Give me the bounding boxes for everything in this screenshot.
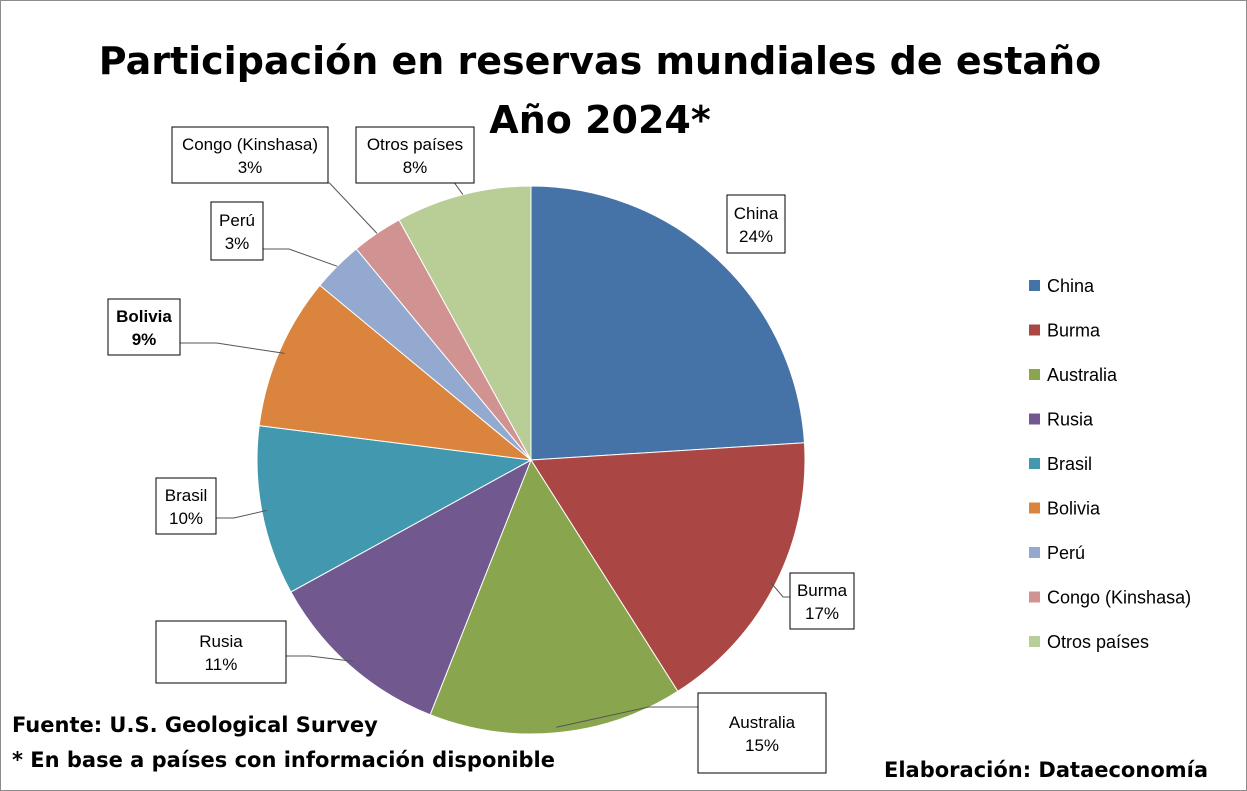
data-labels: China 24% Burma 17% Australia 15% Rusia 11% Bras… (107, 126, 855, 774)
legend-item-brasil: Brasil (1029, 454, 1092, 474)
legend-item-china: China (1029, 276, 1095, 296)
data-label-bolivia: Bolivia 9% (107, 298, 181, 356)
data-label-brasil: Brasil 10% (155, 477, 217, 535)
data-label-peru: Perú 3% (210, 201, 264, 261)
data-label-category: Perú (219, 211, 255, 230)
data-label-percent: 17% (805, 604, 839, 623)
data-label-percent: 10% (169, 509, 203, 528)
legend-swatch (1029, 280, 1040, 291)
legend-swatch (1029, 636, 1040, 647)
data-label-box (155, 477, 217, 535)
legend: China Burma Australia Rusia Brasil Bolivia Per… (1029, 276, 1191, 652)
data-label-box (155, 620, 287, 684)
legend-swatch (1029, 413, 1040, 425)
data-label-category: Otros países (367, 135, 463, 154)
leader-line-australia (556, 706, 698, 728)
legend-item-burma: Burma (1029, 321, 1101, 341)
legend-label: Bolivia (1047, 499, 1101, 519)
data-label-category: Australia (729, 713, 796, 732)
data-label-percent: 24% (739, 227, 773, 246)
data-label-percent: 11% (205, 655, 238, 674)
pie-slice-rusia (290, 458, 532, 716)
data-label-percent: 9% (132, 330, 157, 349)
data-label-percent: 3% (238, 158, 263, 177)
legend-label: Perú (1047, 543, 1085, 563)
data-label-category: Rusia (199, 632, 243, 651)
data-label-box (107, 298, 181, 356)
data-label-china: China 24% (726, 194, 786, 254)
data-label-category: Bolivia (116, 307, 172, 326)
legend-swatch (1029, 324, 1040, 336)
footnote: * En base a países con información dispo… (12, 748, 555, 772)
chart-subtitle: Año 2024* (489, 98, 711, 142)
chart-title: Participación en reservas mundiales de e… (99, 39, 1101, 83)
data-label-box (210, 201, 264, 261)
legend-label: Australia (1047, 365, 1118, 385)
legend-swatch (1029, 547, 1040, 558)
data-label-category: Burma (797, 581, 848, 600)
legend-label: China (1047, 276, 1095, 296)
legend-item-bolivia: Bolivia (1029, 499, 1101, 519)
data-label-percent: 8% (403, 158, 428, 177)
data-label-box (789, 572, 855, 630)
data-label-box (697, 692, 827, 774)
data-label-australia: Australia 15% (697, 692, 827, 774)
leader-line-burma (769, 581, 790, 598)
pie-slice-china (530, 185, 805, 461)
leader-line-congo-kinshasa (304, 182, 378, 234)
data-label-box (726, 194, 786, 254)
data-label-congo-kinshasa: Congo (Kinshasa) 3% (171, 126, 329, 184)
data-label-otros-paises: Otros países 8% (355, 126, 475, 184)
data-label-category: Brasil (165, 486, 208, 505)
data-label-box (171, 126, 329, 184)
leader-line-peru (263, 248, 338, 267)
pie-slice-australia (429, 458, 679, 735)
legend-item-rusia: Rusia (1029, 410, 1094, 430)
legend-item-otros-paises: Otros países (1029, 632, 1149, 652)
leader-line-rusia (286, 655, 354, 662)
data-label-category: Congo (Kinshasa) (182, 135, 318, 154)
legend-swatch (1029, 369, 1040, 380)
leader-line-otros-paises (450, 182, 464, 195)
credit-note: Elaboración: Dataeconomía (884, 758, 1208, 782)
legend-item-congo-kinshasa: Congo (Kinshasa) (1029, 588, 1191, 608)
leader-line-bolivia (180, 342, 285, 354)
data-label-burma: Burma 17% (789, 572, 855, 630)
data-label-percent: 3% (225, 234, 250, 253)
legend-swatch (1029, 591, 1040, 603)
pie-slice-burma (530, 442, 806, 693)
legend-label: Congo (Kinshasa) (1047, 588, 1191, 608)
legend-label: Rusia (1047, 410, 1094, 430)
data-label-box (355, 126, 475, 184)
legend-label: Burma (1047, 321, 1101, 341)
pie-slice-bolivia (258, 284, 533, 461)
data-label-category: China (734, 204, 779, 223)
legend-label: Brasil (1047, 454, 1092, 474)
pie-slices (256, 185, 806, 735)
legend-item-australia: Australia (1029, 365, 1118, 385)
data-label-percent: 15% (745, 736, 779, 755)
data-label-rusia: Rusia 11% (155, 620, 287, 684)
legend-swatch (1029, 502, 1040, 514)
leader-line-brasil (216, 509, 268, 519)
source-note: Fuente: U.S. Geological Survey (12, 713, 378, 737)
legend-item-peru: Perú (1029, 543, 1085, 563)
legend-swatch (1029, 458, 1040, 469)
legend-label: Otros países (1047, 632, 1149, 652)
